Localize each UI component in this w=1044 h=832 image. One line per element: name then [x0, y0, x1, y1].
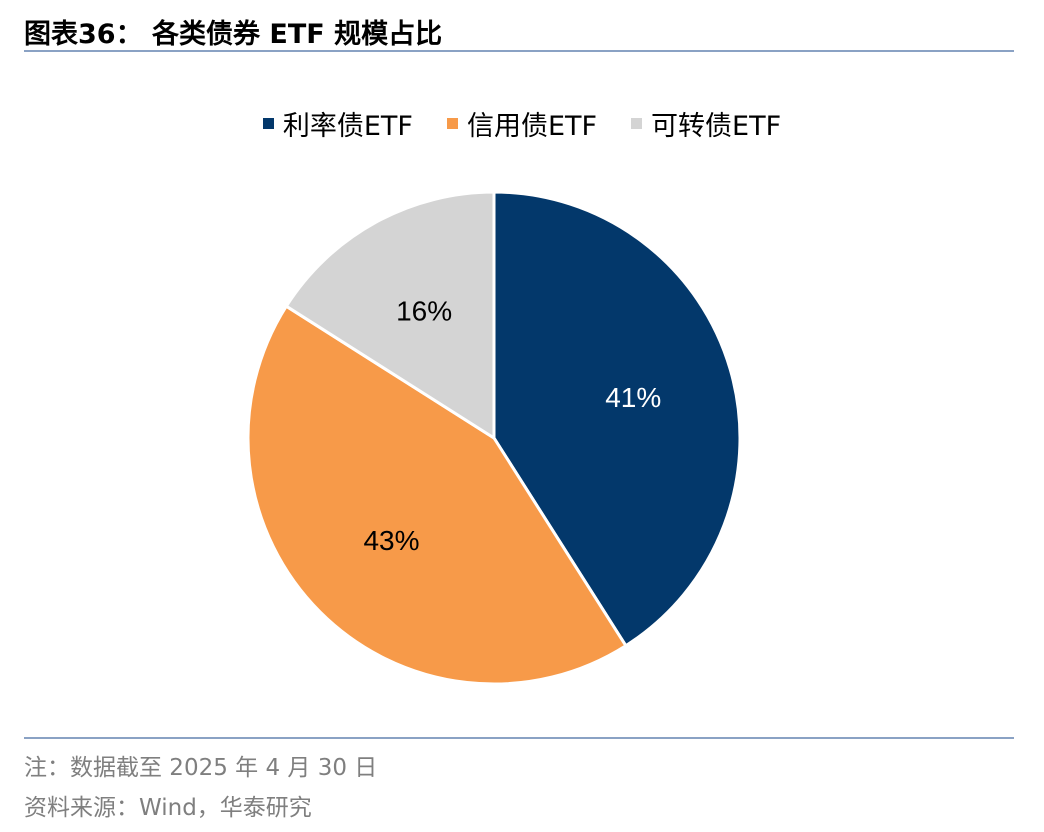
chart-title: 图表36： 各类债券 ETF 规模占比 [24, 19, 443, 50]
legend-label-convertible-bond: 可转债ETF [651, 111, 782, 142]
legend-item-credit-bond: 信用债ETF [446, 104, 598, 143]
legend-swatch-rates-bond [262, 118, 274, 129]
pie-slice-convertible-bond [284, 190, 496, 440]
pie-chart: 41% 43% 16% [246, 190, 742, 686]
legend-label-rates-bond: 利率债ETF [282, 111, 413, 142]
legend-label-credit-bond: 信用债ETF [466, 111, 598, 142]
data-label-convertible-bond: 16% [396, 295, 452, 326]
legend-swatch-credit-bond [446, 118, 458, 129]
footer-divider [24, 737, 1014, 739]
data-label-rates-bond: 41% [605, 382, 661, 413]
legend-item-rates-bond: 利率债ETF [262, 104, 413, 143]
legend-item-convertible-bond: 可转债ETF [631, 104, 781, 143]
data-label-credit-bond: 43% [363, 525, 419, 556]
chart-legend: 利率债ETF 信用债ETF 可转债ETF [0, 104, 1044, 143]
title-divider [24, 50, 1014, 52]
source-note: 资料来源：Wind，华泰研究 [24, 795, 312, 821]
legend-swatch-convertible-bond [631, 118, 643, 129]
data-date-note: 注：数据截至 2025 年 4 月 30 日 [24, 755, 378, 781]
pie-slice-credit-bond [246, 304, 628, 686]
